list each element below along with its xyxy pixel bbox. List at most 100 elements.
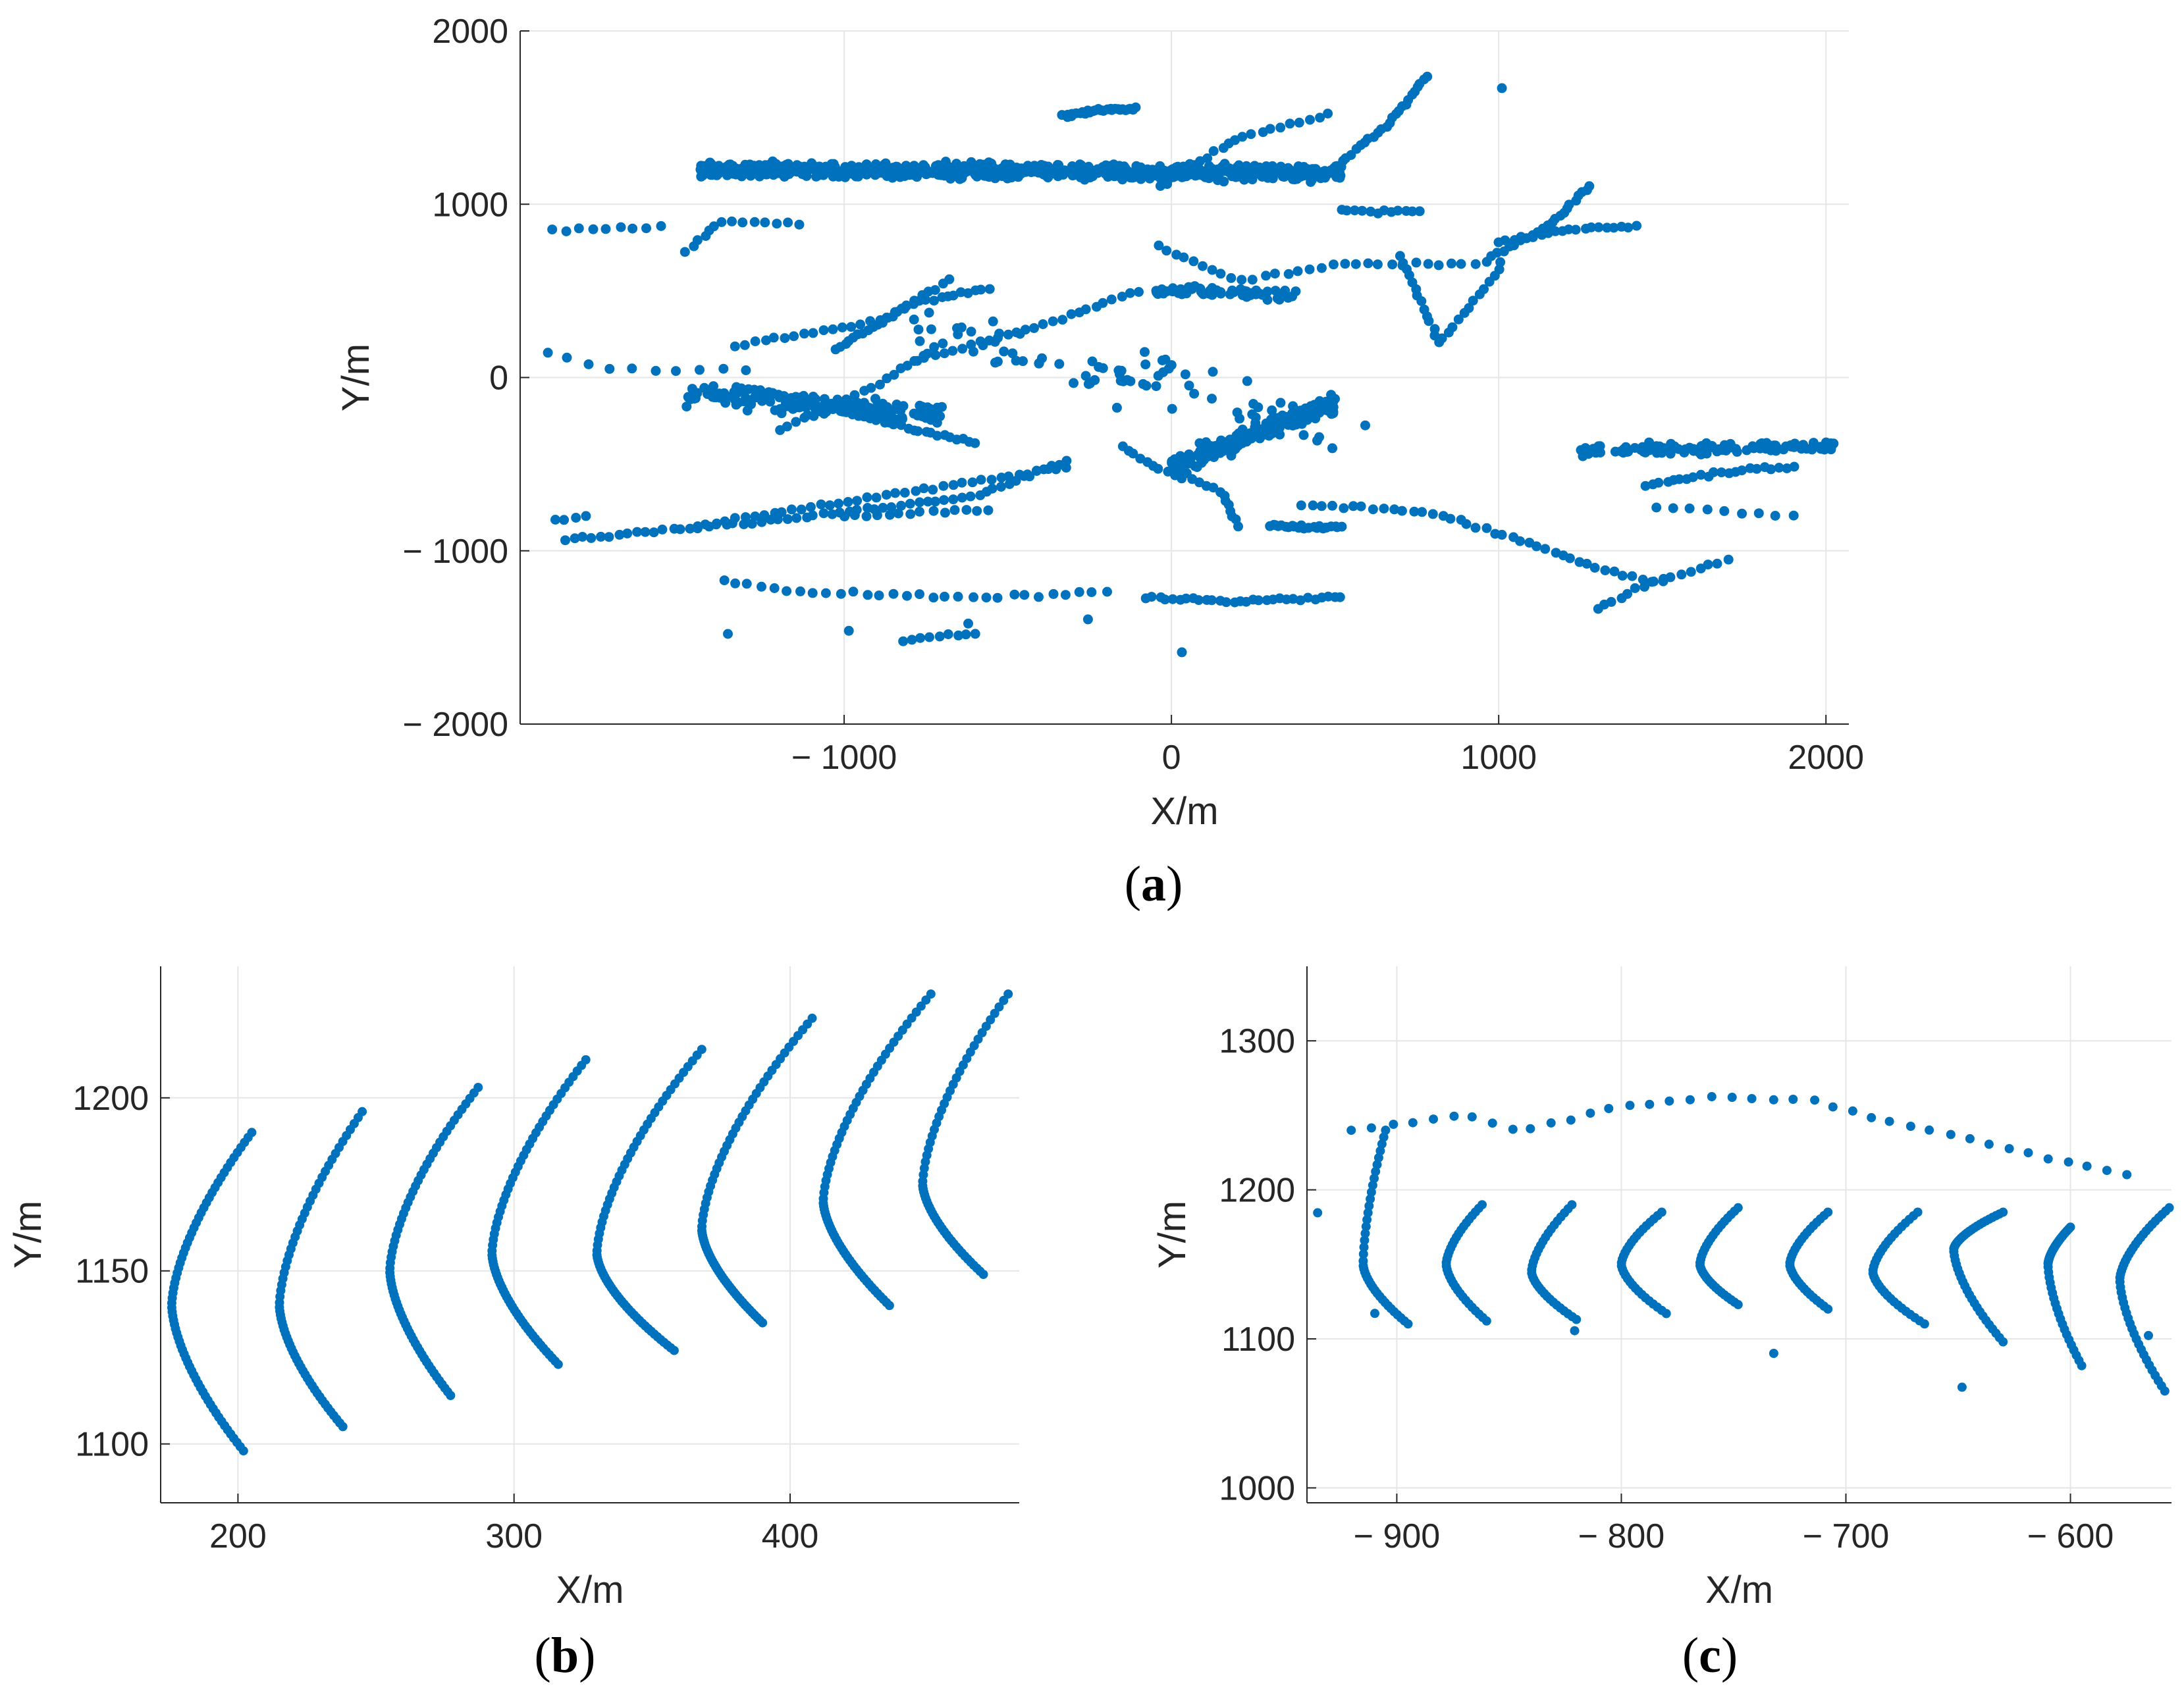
data-point [1117, 174, 1128, 185]
data-point [2077, 1361, 2087, 1370]
data-point [920, 295, 931, 305]
data-point [1237, 290, 1248, 300]
data-point [562, 352, 572, 363]
data-point [913, 426, 923, 436]
data-point [1673, 444, 1684, 454]
data-point [1546, 1118, 1556, 1128]
data-point [1167, 594, 1178, 604]
data-point [881, 490, 892, 500]
caption-c: (c) [1682, 1628, 1738, 1683]
series-dense-track-band-near-y-1150 [695, 156, 1346, 187]
data-point [972, 506, 982, 516]
data-point [1245, 290, 1256, 300]
data-point [1350, 259, 1361, 269]
data-point [1335, 170, 1346, 181]
data-point [2004, 1144, 2014, 1153]
data-point [708, 168, 718, 178]
data-point [1253, 595, 1264, 606]
data-point [1304, 264, 1315, 274]
series-arc-5 [592, 1045, 706, 1355]
data-point [1007, 348, 1018, 359]
data-point [1048, 588, 1059, 599]
data-point [2160, 1386, 2170, 1396]
data-point [1719, 506, 1730, 516]
series-arc-near-y-1550 [1057, 102, 1141, 122]
data-point [929, 296, 939, 306]
data-point [1305, 115, 1315, 125]
data-point [902, 166, 913, 176]
y-tick-label: 1000 [1219, 1469, 1295, 1507]
y-tick-label: 1200 [72, 1080, 149, 1118]
data-point [600, 224, 611, 234]
data-point [846, 322, 857, 332]
data-point [1373, 1153, 1383, 1162]
data-point [725, 159, 735, 170]
data-point [946, 173, 956, 184]
data-point [1828, 1102, 1838, 1112]
data-point [573, 223, 584, 234]
data-point [1653, 477, 1664, 488]
data-point [693, 521, 703, 531]
data-point [1515, 536, 1525, 546]
data-point [1468, 296, 1478, 306]
y-tick-label: 1200 [1219, 1172, 1295, 1210]
data-point [755, 385, 766, 396]
series-top-row [1346, 1092, 2132, 1180]
data-point [893, 508, 903, 519]
data-point [888, 588, 899, 599]
data-point [1808, 440, 1819, 451]
data-point [586, 533, 597, 543]
data-point [1618, 444, 1629, 454]
data-point [709, 388, 720, 398]
data-point [730, 578, 741, 588]
data-point [675, 524, 685, 535]
series-arc-3 [385, 1083, 483, 1400]
data-point [1015, 469, 1025, 480]
series-right-lower-tail [1640, 461, 1799, 491]
series-cluster-near-800-450 [1151, 281, 1301, 305]
data-point [1154, 240, 1164, 251]
data-point [1189, 388, 1200, 399]
data-point [1528, 232, 1538, 242]
data-point [870, 394, 880, 404]
data-point [1327, 443, 1337, 454]
data-point [1753, 508, 1764, 519]
data-point [1237, 274, 1247, 285]
x-tick-label: − 600 [2027, 1517, 2114, 1555]
data-point [1247, 174, 1258, 185]
x-tick-label: 400 [762, 1517, 819, 1555]
data-point [1570, 1326, 1580, 1336]
data-point [888, 419, 899, 430]
data-point [905, 498, 915, 509]
data-point [907, 635, 917, 645]
data-point [939, 348, 949, 359]
data-point [852, 496, 863, 506]
data-point [1609, 566, 1620, 577]
data-point [1397, 506, 1407, 516]
x-tick-label: − 800 [1578, 1517, 1665, 1555]
data-point [1422, 71, 1433, 82]
data-point [1747, 1094, 1757, 1103]
data-point [1031, 465, 1042, 476]
data-point [1300, 408, 1311, 419]
data-point [1177, 647, 1187, 658]
data-point [1445, 513, 1456, 524]
data-point [1788, 1095, 1798, 1104]
data-point [930, 496, 940, 507]
data-point [708, 221, 719, 232]
data-point [820, 588, 831, 598]
x-tick-label: − 900 [1354, 1517, 1441, 1555]
data-point [1449, 1111, 1459, 1121]
data-point [782, 421, 792, 432]
y-tick-label: − 1000 [403, 533, 509, 571]
data-point [1766, 464, 1776, 475]
data-point [1085, 378, 1095, 388]
data-point [1589, 563, 1600, 573]
data-point [1207, 265, 1217, 275]
data-point [1313, 1208, 1323, 1218]
data-point [1102, 587, 1112, 597]
data-point [720, 516, 730, 527]
data-point [737, 217, 748, 228]
data-point [1151, 286, 1161, 296]
